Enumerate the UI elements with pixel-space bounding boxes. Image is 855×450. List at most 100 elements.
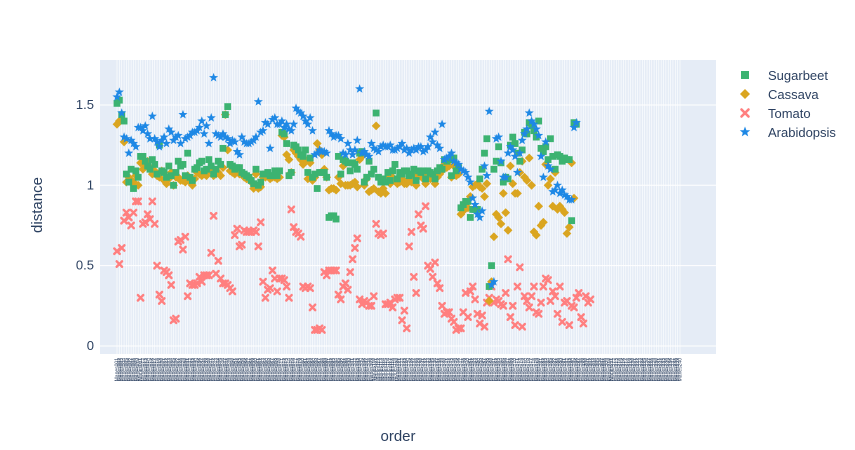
data-point-sugarbeet[interactable] xyxy=(353,165,361,173)
data-point-arabidopsis[interactable] xyxy=(173,130,183,140)
data-point-cassava[interactable] xyxy=(513,188,522,198)
data-point-arabidopsis[interactable] xyxy=(199,129,209,138)
data-point-arabidopsis[interactable] xyxy=(489,276,499,286)
data-point-tomato[interactable] xyxy=(285,293,293,302)
data-point-cassava[interactable] xyxy=(378,184,388,193)
data-point-arabidopsis[interactable] xyxy=(251,132,261,141)
data-point-sugarbeet[interactable] xyxy=(250,180,258,188)
data-point-tomato[interactable] xyxy=(254,242,263,251)
data-point-tomato[interactable] xyxy=(369,292,378,301)
data-point-arabidopsis[interactable] xyxy=(560,190,570,199)
data-point-arabidopsis[interactable] xyxy=(491,133,501,143)
data-point-arabidopsis[interactable] xyxy=(289,119,299,129)
data-point-cassava[interactable] xyxy=(489,232,499,242)
data-point-sugarbeet[interactable] xyxy=(320,169,328,176)
data-point-arabidopsis[interactable] xyxy=(183,132,193,141)
data-point-tomato[interactable] xyxy=(520,292,529,301)
data-point-arabidopsis[interactable] xyxy=(402,143,412,153)
data-point-tomato[interactable] xyxy=(280,276,289,284)
data-point-tomato[interactable] xyxy=(534,309,543,318)
data-point-tomato[interactable] xyxy=(506,313,515,321)
data-point-tomato[interactable] xyxy=(428,272,437,281)
data-point-tomato[interactable] xyxy=(471,295,479,304)
data-point-tomato[interactable] xyxy=(153,261,161,270)
data-point-cassava[interactable] xyxy=(508,179,518,189)
data-point-tomato[interactable] xyxy=(402,324,411,333)
data-point-tomato[interactable] xyxy=(367,301,376,310)
data-point-cassava[interactable] xyxy=(543,180,553,190)
data-point-arabidopsis[interactable] xyxy=(451,158,461,167)
data-point-cassava[interactable] xyxy=(371,121,381,131)
data-point-tomato[interactable] xyxy=(289,223,298,231)
data-point-cassava[interactable] xyxy=(482,179,492,189)
data-point-arabidopsis[interactable] xyxy=(534,130,544,140)
data-point-tomato[interactable] xyxy=(499,301,508,310)
data-point-arabidopsis[interactable] xyxy=(150,133,160,143)
data-point-arabidopsis[interactable] xyxy=(305,113,315,122)
data-point-arabidopsis[interactable] xyxy=(124,148,134,158)
data-point-sugarbeet[interactable] xyxy=(217,161,225,168)
data-point-tomato[interactable] xyxy=(209,211,218,220)
data-point-sugarbeet[interactable] xyxy=(547,135,554,143)
data-point-arabidopsis[interactable] xyxy=(267,114,278,124)
data-point-cassava[interactable] xyxy=(505,161,515,171)
data-point-tomato[interactable] xyxy=(570,303,578,312)
data-point-sugarbeet[interactable] xyxy=(438,165,446,173)
data-point-sugarbeet[interactable] xyxy=(123,170,130,178)
data-point-tomato[interactable] xyxy=(268,266,277,275)
data-point-arabidopsis[interactable] xyxy=(484,106,494,116)
data-point-tomato[interactable] xyxy=(346,268,355,276)
data-point-cassava[interactable] xyxy=(223,145,233,155)
data-point-tomato[interactable] xyxy=(179,245,187,254)
data-point-arabidopsis[interactable] xyxy=(159,132,169,141)
data-point-arabidopsis[interactable] xyxy=(258,125,268,135)
data-point-sugarbeet[interactable] xyxy=(207,162,215,170)
data-point-arabidopsis[interactable] xyxy=(437,119,447,129)
data-point-sugarbeet[interactable] xyxy=(153,170,161,178)
data-point-tomato[interactable] xyxy=(167,281,176,289)
data-point-tomato[interactable] xyxy=(273,287,282,296)
data-point-tomato[interactable] xyxy=(530,282,538,291)
data-point-arabidopsis[interactable] xyxy=(260,117,270,127)
data-point-arabidopsis[interactable] xyxy=(397,138,407,148)
data-point-cassava[interactable] xyxy=(202,171,211,181)
data-point-cassava[interactable] xyxy=(381,188,390,198)
data-point-arabidopsis[interactable] xyxy=(512,167,523,177)
data-point-arabidopsis[interactable] xyxy=(468,193,478,203)
data-point-tomato[interactable] xyxy=(513,282,522,291)
data-point-arabidopsis[interactable] xyxy=(569,122,579,132)
data-point-arabidopsis[interactable] xyxy=(223,133,233,143)
data-point-tomato[interactable] xyxy=(438,301,446,310)
data-point-arabidopsis[interactable] xyxy=(472,209,482,219)
data-point-cassava[interactable] xyxy=(531,230,541,240)
data-point-arabidopsis[interactable] xyxy=(298,111,308,121)
data-point-tomato[interactable] xyxy=(233,224,242,233)
data-point-tomato[interactable] xyxy=(372,219,381,228)
data-point-arabidopsis[interactable] xyxy=(117,108,127,117)
data-point-arabidopsis[interactable] xyxy=(119,132,129,141)
data-point-tomato[interactable] xyxy=(414,210,423,219)
data-point-arabidopsis[interactable] xyxy=(458,166,468,175)
data-point-cassava[interactable] xyxy=(456,209,466,219)
data-point-tomato[interactable] xyxy=(457,324,465,333)
data-point-tomato[interactable] xyxy=(122,208,131,217)
data-point-arabidopsis[interactable] xyxy=(456,164,466,174)
data-point-tomato[interactable] xyxy=(334,290,343,299)
data-point-arabidopsis[interactable] xyxy=(503,148,513,158)
data-point-tomato[interactable] xyxy=(282,282,291,291)
data-point-arabidopsis[interactable] xyxy=(527,116,537,125)
data-point-cassava[interactable] xyxy=(527,180,536,190)
data-point-tomato[interactable] xyxy=(539,282,548,291)
data-point-arabidopsis[interactable] xyxy=(449,156,459,166)
data-point-arabidopsis[interactable] xyxy=(140,121,150,130)
data-point-arabidopsis[interactable] xyxy=(329,132,339,141)
data-point-sugarbeet[interactable] xyxy=(422,175,429,183)
data-point-sugarbeet[interactable] xyxy=(391,161,399,168)
data-point-sugarbeet[interactable] xyxy=(165,162,173,170)
data-point-arabidopsis[interactable] xyxy=(128,138,139,148)
data-point-sugarbeet[interactable] xyxy=(344,159,352,167)
data-point-arabidopsis[interactable] xyxy=(227,135,237,145)
data-point-cassava[interactable] xyxy=(524,153,534,163)
data-point-arabidopsis[interactable] xyxy=(286,125,296,135)
data-point-arabidopsis[interactable] xyxy=(536,151,546,161)
